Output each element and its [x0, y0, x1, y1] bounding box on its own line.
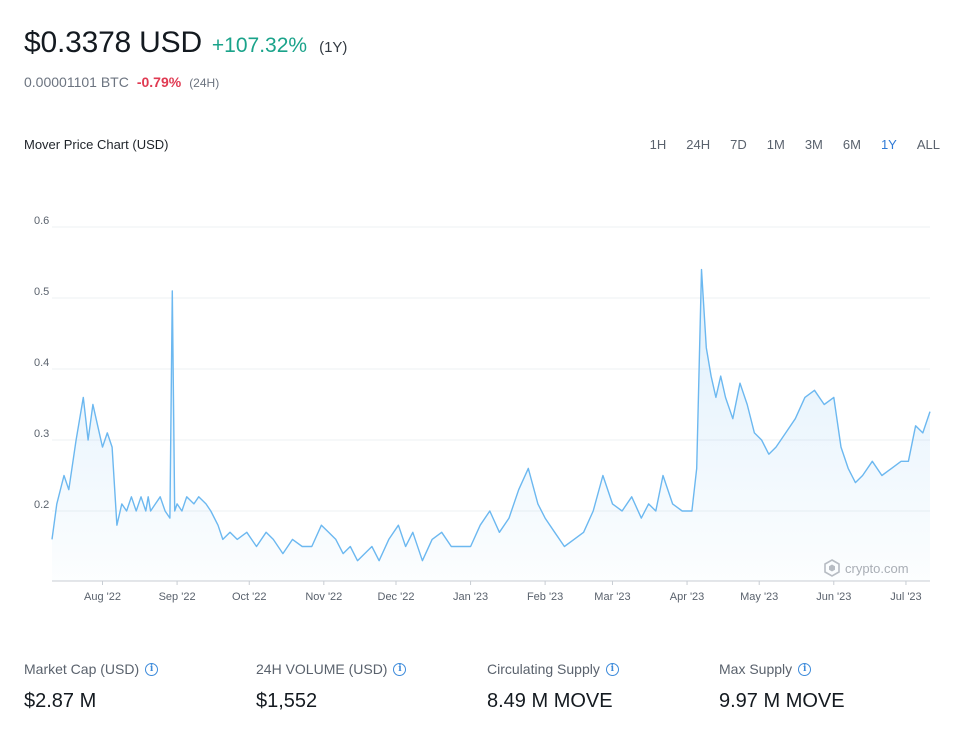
btc-price-row: 0.00001101 BTC -0.79% (24H) — [24, 74, 219, 90]
range-all-button[interactable]: ALL — [916, 137, 940, 152]
stat-label: Market Cap (USD) — [24, 661, 140, 677]
stat-circulating-supply: Circulating Supply i 8.49 M MOVE — [487, 661, 619, 713]
price-header: $0.3378 USD +107.32% (1Y) — [24, 26, 347, 60]
stat-value: 9.97 M MOVE — [719, 690, 845, 712]
x-tick-label: Jul '23 — [890, 591, 921, 603]
y-tick-label: 0.6 — [34, 215, 49, 227]
stat-label: 24H VOLUME (USD) — [256, 661, 388, 677]
range-1h-button[interactable]: 1H — [649, 137, 667, 152]
y-tick-label: 0.2 — [34, 499, 49, 511]
btc-price: 0.00001101 BTC — [24, 74, 129, 90]
range-1m-button[interactable]: 1M — [766, 137, 785, 152]
y-tick-label: 0.3 — [34, 428, 49, 440]
x-tick-label: Apr '23 — [670, 591, 705, 603]
x-tick-label: Jun '23 — [816, 591, 851, 603]
crypto-com-logo-icon — [824, 559, 840, 577]
y-tick-label: 0.4 — [34, 357, 49, 369]
x-tick-label: Nov '22 — [305, 591, 342, 603]
stat-max-supply: Max Supply i 9.97 M MOVE — [719, 661, 845, 713]
price-change-period: (1Y) — [319, 39, 348, 56]
y-axis: 0.2 0.3 0.4 0.5 0.6 — [34, 215, 49, 511]
y-tick-label: 0.5 — [34, 286, 49, 298]
stat-label: Circulating Supply — [487, 661, 600, 677]
x-tick-label: Feb '23 — [527, 591, 563, 603]
info-icon[interactable]: i — [798, 662, 812, 676]
price-change-percent: +107.32% — [211, 34, 308, 57]
price-chart: 0.2 0.3 0.4 0.5 0.6 Aug '22 Sep '22 Oct '22 Nov… — [34, 215, 931, 603]
watermark-text: crypto.com — [845, 561, 909, 576]
x-tick-label: Aug '22 — [84, 591, 121, 603]
stat-market-cap: Market Cap (USD) i $2.87 M — [24, 661, 159, 713]
x-tick-label: Oct '22 — [232, 591, 267, 603]
stat-value: $1,552 — [256, 690, 318, 712]
range-3m-button[interactable]: 3M — [804, 137, 823, 152]
current-price: $0.3378 USD — [24, 26, 202, 59]
x-axis: Aug '22 Sep '22 Oct '22 Nov '22 Dec '22 Jan '… — [84, 581, 922, 603]
range-24h-button[interactable]: 24H — [686, 137, 711, 152]
info-icon[interactable]: i — [145, 662, 159, 676]
range-1y-button[interactable]: 1Y — [880, 137, 897, 152]
range-6m-button[interactable]: 6M — [842, 137, 861, 152]
x-tick-label: Mar '23 — [594, 591, 630, 603]
x-tick-label: Dec '22 — [378, 591, 415, 603]
range-7d-button[interactable]: 7D — [730, 137, 747, 152]
x-tick-label: Jan '23 — [453, 591, 488, 603]
price-area — [52, 269, 930, 581]
btc-change-percent: -0.79% — [136, 74, 182, 90]
stat-value: 8.49 M MOVE — [487, 690, 613, 712]
price-line — [51, 268, 931, 562]
x-tick-label: May '23 — [740, 591, 778, 603]
stat-24h-volume: 24H VOLUME (USD) i $1,552 — [256, 661, 407, 713]
chart-title: Mover Price Chart (USD) — [24, 137, 169, 152]
x-tick-label: Sep '22 — [159, 591, 196, 603]
time-range-selector: 1H 24H 7D 1M 3M 6M 1Y ALL — [630, 137, 940, 153]
stat-label: Max Supply — [719, 661, 793, 677]
info-icon[interactable]: i — [605, 662, 619, 676]
stat-value: $2.87 M — [24, 690, 97, 712]
info-icon[interactable]: i — [393, 662, 407, 676]
btc-change-period: (24H) — [189, 76, 220, 90]
crypto-com-watermark: crypto.com — [824, 559, 909, 577]
